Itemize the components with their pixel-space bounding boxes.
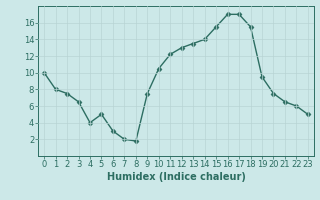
X-axis label: Humidex (Indice chaleur): Humidex (Indice chaleur) (107, 172, 245, 182)
